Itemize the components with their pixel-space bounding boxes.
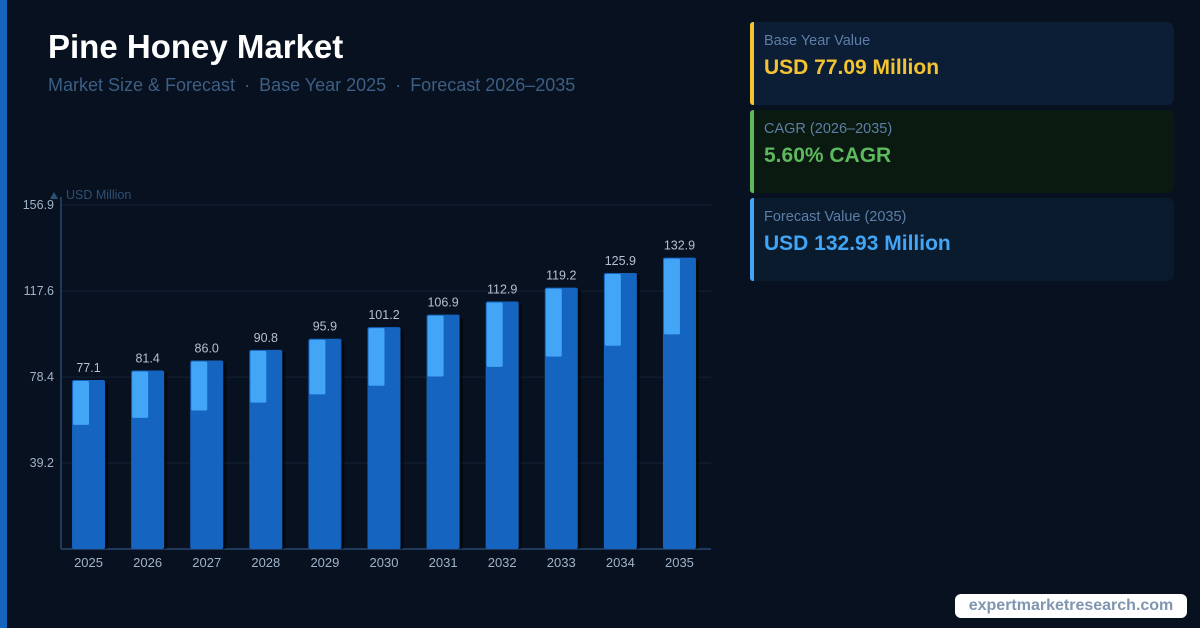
y-tick-label: 156.9 [23, 198, 54, 212]
x-tick-label: 2027 [192, 555, 221, 570]
cagr-card: CAGR (2026–2035) 5.60% CAGR [750, 110, 1174, 193]
card-value: USD 132.93 Million [764, 232, 951, 255]
bar-value-label: 86.0 [195, 341, 219, 355]
bar-highlight [191, 361, 208, 411]
bar-highlight [368, 328, 385, 386]
forecast-value-card: Forecast Value (2035) USD 132.93 Million [750, 198, 1174, 281]
x-tick-label: 2033 [547, 555, 576, 570]
y-axis-unit-label: USD Million [66, 188, 131, 202]
bar-highlight [427, 315, 444, 377]
card-value: 5.60% CAGR [764, 144, 892, 167]
bar-value-label: 90.8 [254, 331, 278, 345]
subtitle-forecast-period: Forecast 2026–2035 [410, 75, 576, 95]
y-tick-label: 39.2 [30, 456, 54, 470]
card-label: CAGR (2026–2035) [764, 121, 893, 137]
x-tick-label: 2032 [488, 555, 517, 570]
subtitle-separator: · [244, 75, 251, 95]
card-accent-bar [750, 110, 754, 193]
card-label: Forecast Value (2035) [764, 209, 907, 225]
bar-highlight [663, 258, 680, 335]
bar-highlight [309, 339, 326, 395]
bar-value-label: 101.2 [368, 308, 399, 322]
bar-chart: 39.2 78.4 117.6 156.9 USD Million 77.1 2025 81.… [23, 188, 711, 570]
card-value: USD 77.09 Million [764, 56, 940, 79]
left-accent-stripe [0, 0, 7, 628]
bar-highlight [250, 350, 267, 403]
x-tick-label: 2034 [606, 555, 635, 570]
page-title: Pine Honey Market [48, 28, 344, 65]
bar-value-label: 125.9 [605, 254, 636, 268]
bar-value-label: 77.1 [76, 361, 100, 375]
page-subtitle: Market Size & Forecast · Base Year 2025 · Fo… [48, 75, 575, 96]
bar-highlight [486, 302, 503, 367]
bar-highlight [73, 380, 90, 425]
x-tick-label: 2026 [133, 555, 162, 570]
x-tick-label: 2031 [429, 555, 458, 570]
bar-highlight [132, 371, 149, 418]
x-tick-label: 2025 [74, 555, 103, 570]
bar-value-label: 119.2 [546, 269, 576, 283]
bar-highlight [545, 288, 562, 357]
bar-value-label: 95.9 [313, 320, 337, 334]
x-tick-label: 2029 [310, 555, 339, 570]
x-tick-label: 2035 [665, 555, 694, 570]
bar-highlight [604, 273, 621, 346]
bar-value-label: 112.9 [487, 282, 517, 296]
card-label: Base Year Value [764, 33, 871, 49]
bar-value-label: 132.9 [664, 239, 695, 253]
card-accent-bar [750, 22, 754, 105]
x-tick-label: 2030 [370, 555, 399, 570]
y-tick-label: 117.6 [24, 284, 54, 298]
card-accent-bar [750, 198, 754, 281]
subtitle-market-size: Market Size & Forecast [48, 75, 236, 95]
triangle-up-icon [50, 192, 58, 199]
source-watermark[interactable]: expertmarketresearch.com [955, 594, 1187, 618]
bar-value-label: 106.9 [427, 296, 458, 310]
base-year-value-card: Base Year Value USD 77.09 Million [750, 22, 1174, 105]
x-tick-label: 2028 [251, 555, 280, 570]
y-tick-label: 78.4 [30, 370, 54, 384]
bar-value-label: 81.4 [135, 352, 159, 366]
subtitle-separator: · [395, 75, 402, 95]
subtitle-base-year: Base Year 2025 [259, 75, 387, 95]
